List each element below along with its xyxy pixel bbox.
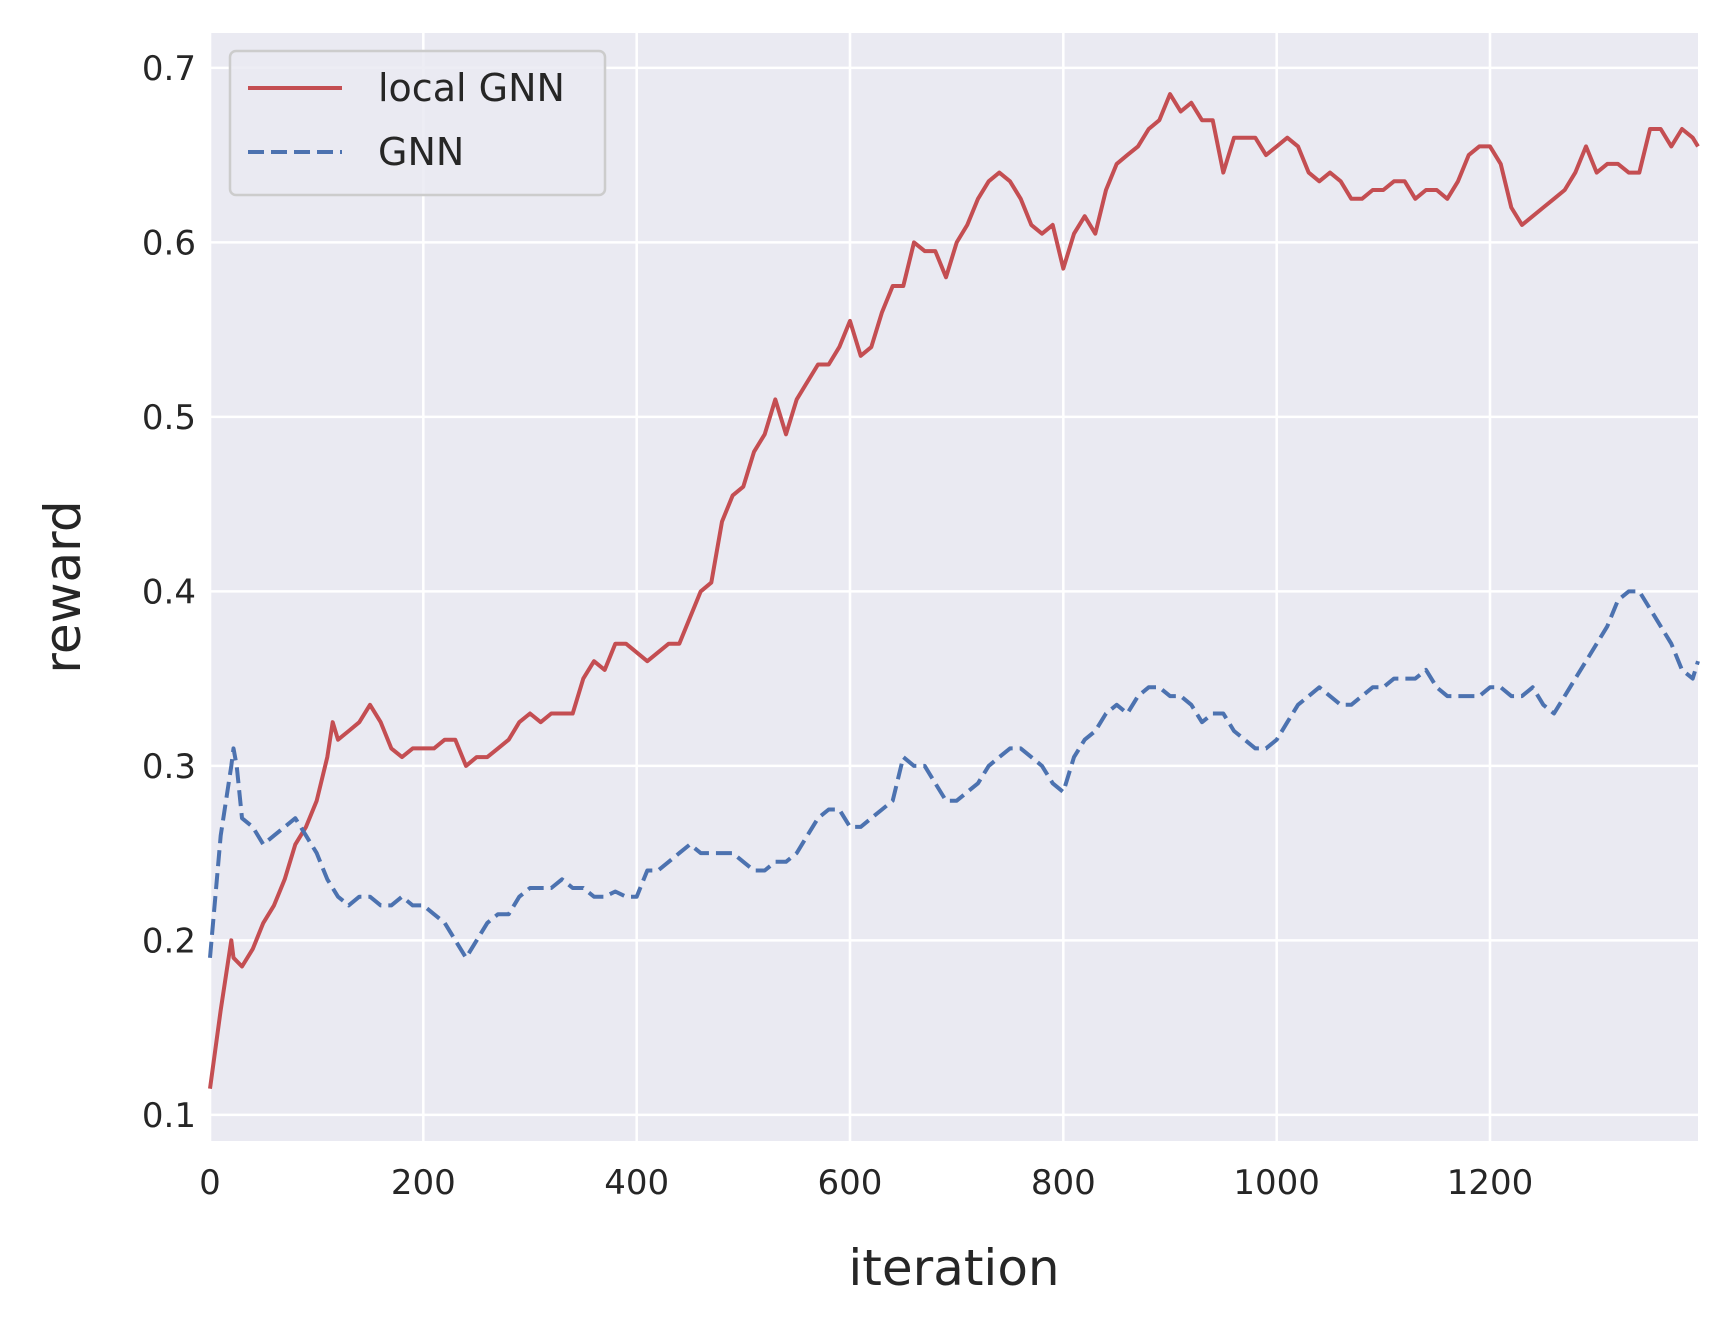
legend: local GNN GNN (228, 49, 607, 197)
plot-background (210, 33, 1698, 1141)
grid-lines (208, 33, 1698, 1141)
series-line-0 (208, 92, 1700, 1089)
x-tick-label-5: 1000 (1233, 1163, 1320, 1203)
y-tick-labels: 0.1 0.2 0.3 0.4 0.5 0.6 0.7 (142, 49, 196, 1136)
series-lines (208, 92, 1700, 1089)
y-axis-label: reward (34, 500, 92, 673)
x-tick-label-6: 1200 (1447, 1163, 1534, 1203)
x-tick-label-0: 0 (199, 1163, 221, 1203)
y-tick-label-0: 0.1 (142, 1096, 196, 1136)
y-tick-label-5: 0.6 (142, 223, 196, 263)
x-axis-label: iteration (848, 1239, 1059, 1297)
series-line-1 (208, 589, 1700, 960)
x-tick-label-4: 800 (1031, 1163, 1096, 1203)
legend-label-0: local GNN (378, 66, 565, 110)
legend-label-1: GNN (378, 130, 464, 174)
y-tick-label-6: 0.7 (142, 49, 196, 89)
x-tick-label-1: 200 (391, 1163, 456, 1203)
y-tick-label-3: 0.4 (142, 572, 196, 612)
y-tick-label-2: 0.3 (142, 747, 196, 787)
x-tick-label-3: 600 (818, 1163, 883, 1203)
x-tick-label-2: 400 (604, 1163, 669, 1203)
y-tick-label-4: 0.5 (142, 398, 196, 438)
x-tick-labels: 0 200 400 600 800 1000 1200 (199, 1163, 1533, 1203)
y-tick-label-1: 0.2 (142, 921, 196, 961)
